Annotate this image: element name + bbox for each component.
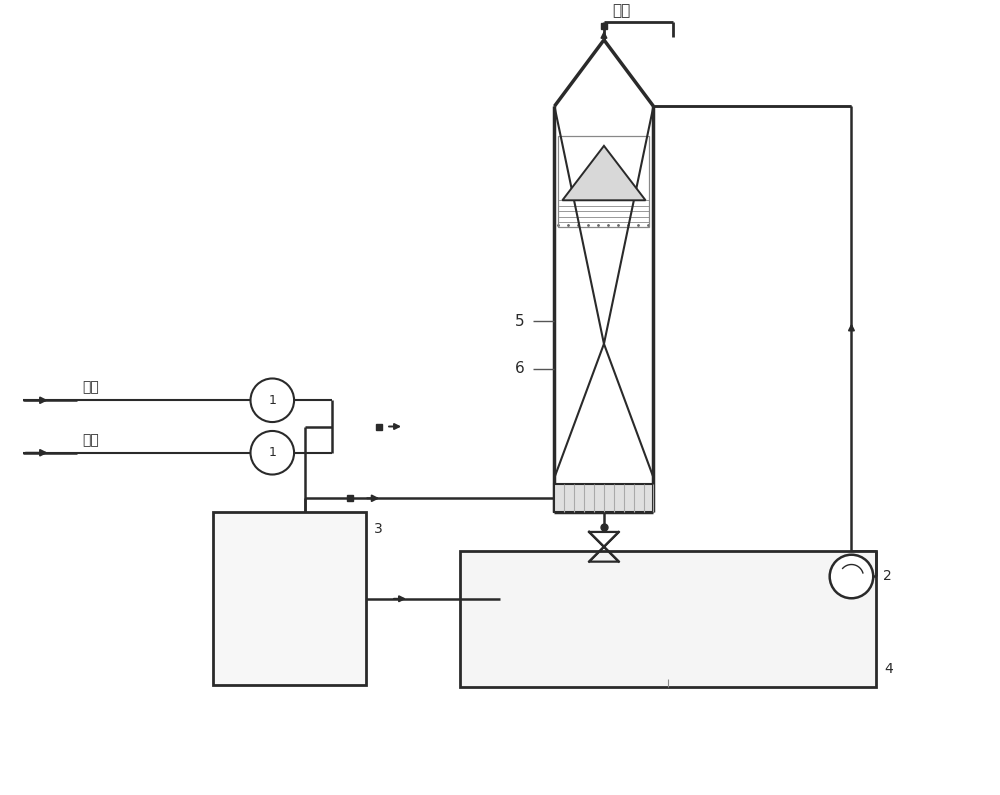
Bar — [558, 136, 649, 227]
Text: 氮气: 氮气 — [82, 380, 99, 394]
Text: 3: 3 — [374, 522, 383, 536]
Text: 6: 6 — [515, 361, 525, 376]
Bar — [554, 484, 653, 512]
Text: 4: 4 — [884, 661, 893, 676]
Bar — [213, 512, 366, 685]
Circle shape — [251, 431, 294, 475]
Text: 氧气: 氧气 — [82, 432, 99, 447]
Circle shape — [830, 555, 873, 599]
Text: 出气: 出气 — [612, 3, 630, 18]
Text: 5: 5 — [515, 313, 525, 328]
Circle shape — [251, 378, 294, 422]
Bar — [500, 556, 693, 665]
Bar — [460, 551, 876, 688]
Text: 7: 7 — [701, 564, 710, 579]
Text: 1: 1 — [268, 394, 276, 407]
Text: 2: 2 — [883, 569, 892, 584]
Text: 1: 1 — [268, 446, 276, 460]
Polygon shape — [562, 145, 646, 200]
